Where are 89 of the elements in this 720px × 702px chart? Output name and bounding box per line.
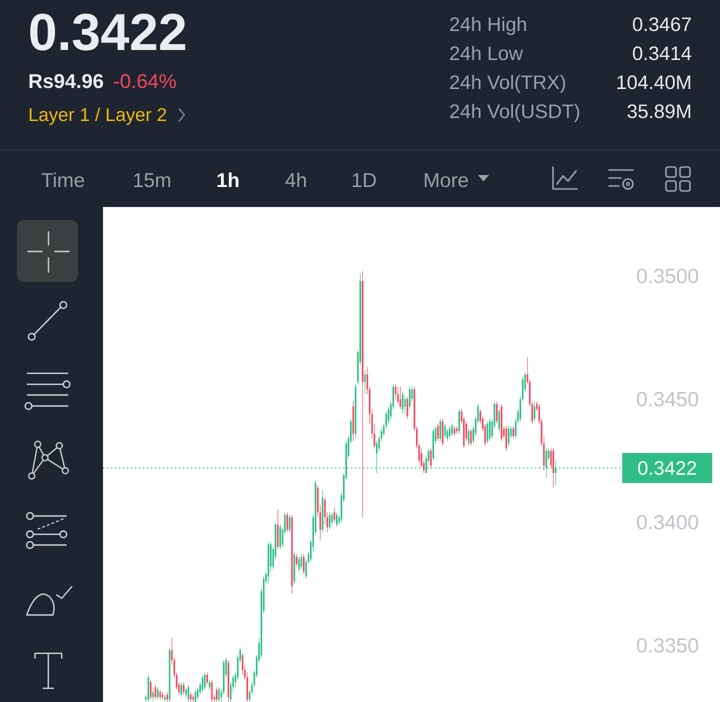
candlestick bbox=[286, 512, 288, 532]
candlestick bbox=[279, 524, 282, 550]
candlestick bbox=[406, 396, 408, 419]
candlestick bbox=[300, 554, 302, 570]
candlestick bbox=[402, 392, 404, 414]
text: 15m bbox=[134, 173, 170, 188]
text: -0.64% bbox=[114, 74, 176, 88]
text: 4h bbox=[285, 172, 306, 187]
candlestick bbox=[442, 418, 444, 446]
candlestick bbox=[180, 682, 182, 698]
text: 24h Vol(USDT) bbox=[450, 104, 580, 122]
text: 104.40M bbox=[617, 75, 690, 90]
candlestick bbox=[534, 402, 536, 422]
y-tick-label: 0.3450 bbox=[637, 392, 698, 406]
text: 0.3414 bbox=[632, 46, 692, 60]
candlestick bbox=[159, 690, 161, 700]
text: Layer 1 / Layer 2 bbox=[30, 108, 166, 125]
candlestick bbox=[458, 408, 460, 434]
candlestick bbox=[190, 692, 192, 702]
candlestick bbox=[512, 426, 514, 438]
text: 24h Vol(TRX) bbox=[450, 74, 566, 94]
y-tick-label: 0.3400 bbox=[637, 514, 698, 530]
candlestick bbox=[328, 512, 330, 530]
candlestick bbox=[228, 660, 230, 702]
candlestick bbox=[298, 556, 300, 572]
text: 35.89M bbox=[628, 104, 690, 118]
candlestick bbox=[268, 542, 270, 584]
candlestick bbox=[218, 687, 220, 702]
candlestick bbox=[188, 684, 190, 702]
candlestick bbox=[291, 514, 293, 594]
candlestick bbox=[354, 384, 356, 438]
candlestick bbox=[364, 370, 366, 394]
candlestick bbox=[508, 426, 510, 446]
ref-line-label: 0.3422 bbox=[638, 461, 696, 475]
candlestick bbox=[486, 421, 488, 444]
candlestick bbox=[204, 672, 206, 690]
candlestick bbox=[400, 386, 402, 409]
candlestick bbox=[444, 424, 446, 438]
candlestick bbox=[440, 418, 442, 441]
candlestick bbox=[302, 554, 305, 574]
candlestick bbox=[336, 512, 338, 528]
candlestick bbox=[294, 552, 296, 584]
candlestick bbox=[166, 692, 168, 702]
candlestick bbox=[505, 426, 508, 451]
candlestick bbox=[468, 428, 470, 446]
text: Time bbox=[42, 172, 84, 188]
candlestick bbox=[451, 424, 453, 436]
candlestick bbox=[194, 690, 196, 702]
candlestick bbox=[168, 648, 170, 702]
candlestick bbox=[322, 490, 324, 532]
candlestick bbox=[156, 687, 159, 700]
candlestick bbox=[498, 408, 500, 432]
candlestick bbox=[154, 684, 156, 700]
text: 1h bbox=[218, 172, 238, 187]
candlestick bbox=[408, 386, 411, 409]
candlestick bbox=[456, 426, 458, 434]
candlestick bbox=[470, 428, 472, 446]
candlestick bbox=[432, 428, 434, 461]
candlestick bbox=[206, 672, 208, 685]
text: 0.3467 bbox=[632, 17, 691, 32]
candlestick bbox=[202, 674, 204, 692]
text: More bbox=[424, 173, 468, 188]
candlestick bbox=[552, 448, 554, 488]
candlestick bbox=[362, 271, 364, 518]
candlestick bbox=[334, 507, 336, 522]
candlestick bbox=[150, 680, 152, 700]
y-tick-label: 0.3500 bbox=[637, 268, 698, 284]
text: 1D bbox=[352, 173, 376, 187]
candlestick bbox=[277, 510, 279, 550]
candlestick bbox=[148, 674, 150, 702]
candlestick bbox=[488, 418, 491, 441]
candlestick bbox=[496, 402, 498, 424]
candlestick bbox=[448, 426, 451, 438]
candlestick bbox=[288, 514, 290, 532]
candlestick bbox=[437, 424, 439, 441]
text: 24h High bbox=[450, 16, 526, 36]
candlestick bbox=[162, 692, 164, 700]
candlestick bbox=[152, 687, 154, 702]
candlestick bbox=[500, 404, 502, 441]
candlestick bbox=[430, 448, 432, 468]
candlestick bbox=[454, 426, 456, 436]
text: Rs94.96 bbox=[30, 74, 104, 88]
candlestick bbox=[296, 554, 298, 567]
y-tick-label: 0.3350 bbox=[637, 638, 698, 653]
text: 24h Low bbox=[450, 46, 523, 60]
chart-title: 0.3422 bbox=[30, 14, 186, 51]
candlestick bbox=[211, 680, 213, 702]
candlestick bbox=[352, 402, 354, 441]
candlestick bbox=[216, 687, 218, 702]
